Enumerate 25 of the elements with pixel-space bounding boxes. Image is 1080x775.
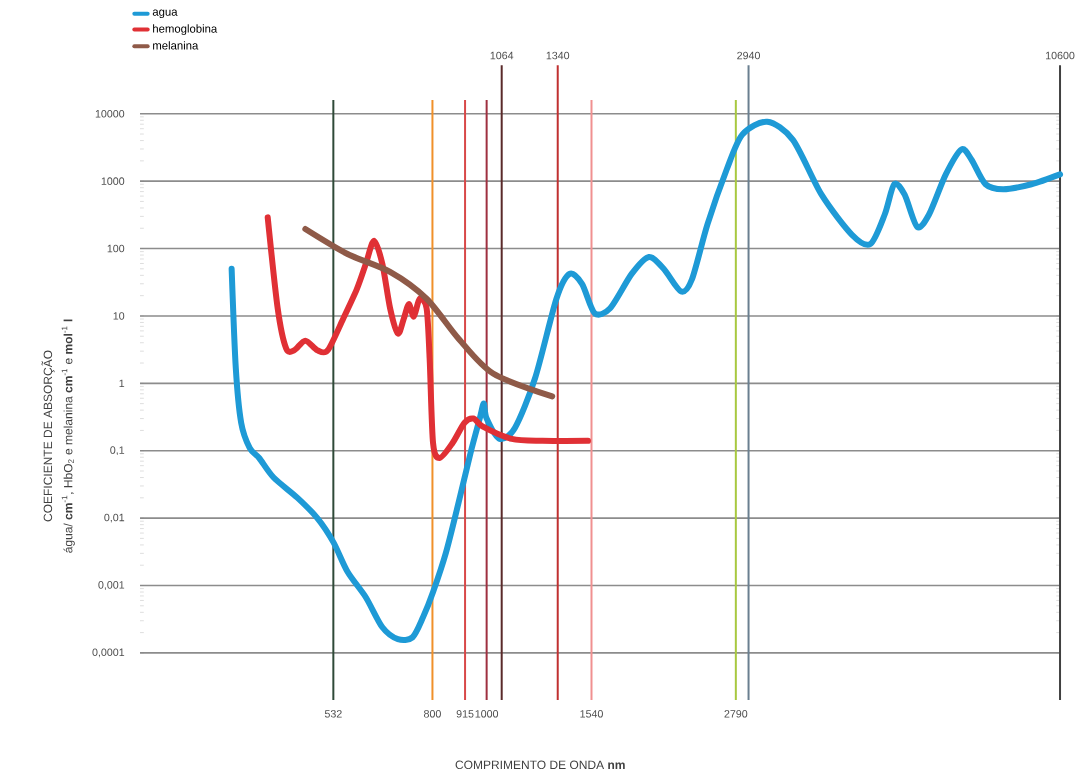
x-tick-label: 1540 — [580, 710, 603, 718]
ref-line-label: 1340 — [546, 51, 570, 60]
legend-label: hemoglobina — [153, 24, 218, 35]
ref-line-label: 1064 — [490, 51, 514, 60]
y-tick-label: 1 — [119, 379, 125, 387]
x-tick-label: 532 — [324, 710, 342, 718]
y-tick-label: 100 — [107, 244, 125, 253]
y-tick-label: 0,0001 — [92, 648, 125, 658]
x-tick-label: 1000 — [475, 710, 499, 718]
legend-label: melanina — [153, 41, 199, 50]
y-axis-title: COEFICIENTE DE ABSORÇÃO — [41, 350, 55, 522]
x-tick-label: 800 — [424, 710, 441, 718]
x-tick-label: 2790 — [724, 710, 748, 718]
legend-label: agua — [152, 9, 178, 19]
x-axis-title: COMPRIMENTO DE ONDA nm — [455, 760, 625, 770]
y-tick-label: 1000 — [101, 177, 125, 185]
y-tick-label: 0,01 — [104, 513, 125, 523]
y-tick-label: 0,001 — [98, 581, 125, 590]
x-tick-label: 915 — [456, 710, 474, 718]
ref-line-label: 2940 — [737, 51, 760, 60]
text: água/ cm$^{-1}$, HbO$_{2}$ e melanina cm$^{-1}$ e mol$^{-1}$ l — [61, 319, 75, 553]
y-tick-label: 10 — [113, 312, 125, 320]
y-tick-label: 10000 — [95, 109, 125, 118]
ref-line-label: 10600 — [1046, 51, 1075, 60]
y-tick-label: 0,1 — [110, 446, 125, 456]
